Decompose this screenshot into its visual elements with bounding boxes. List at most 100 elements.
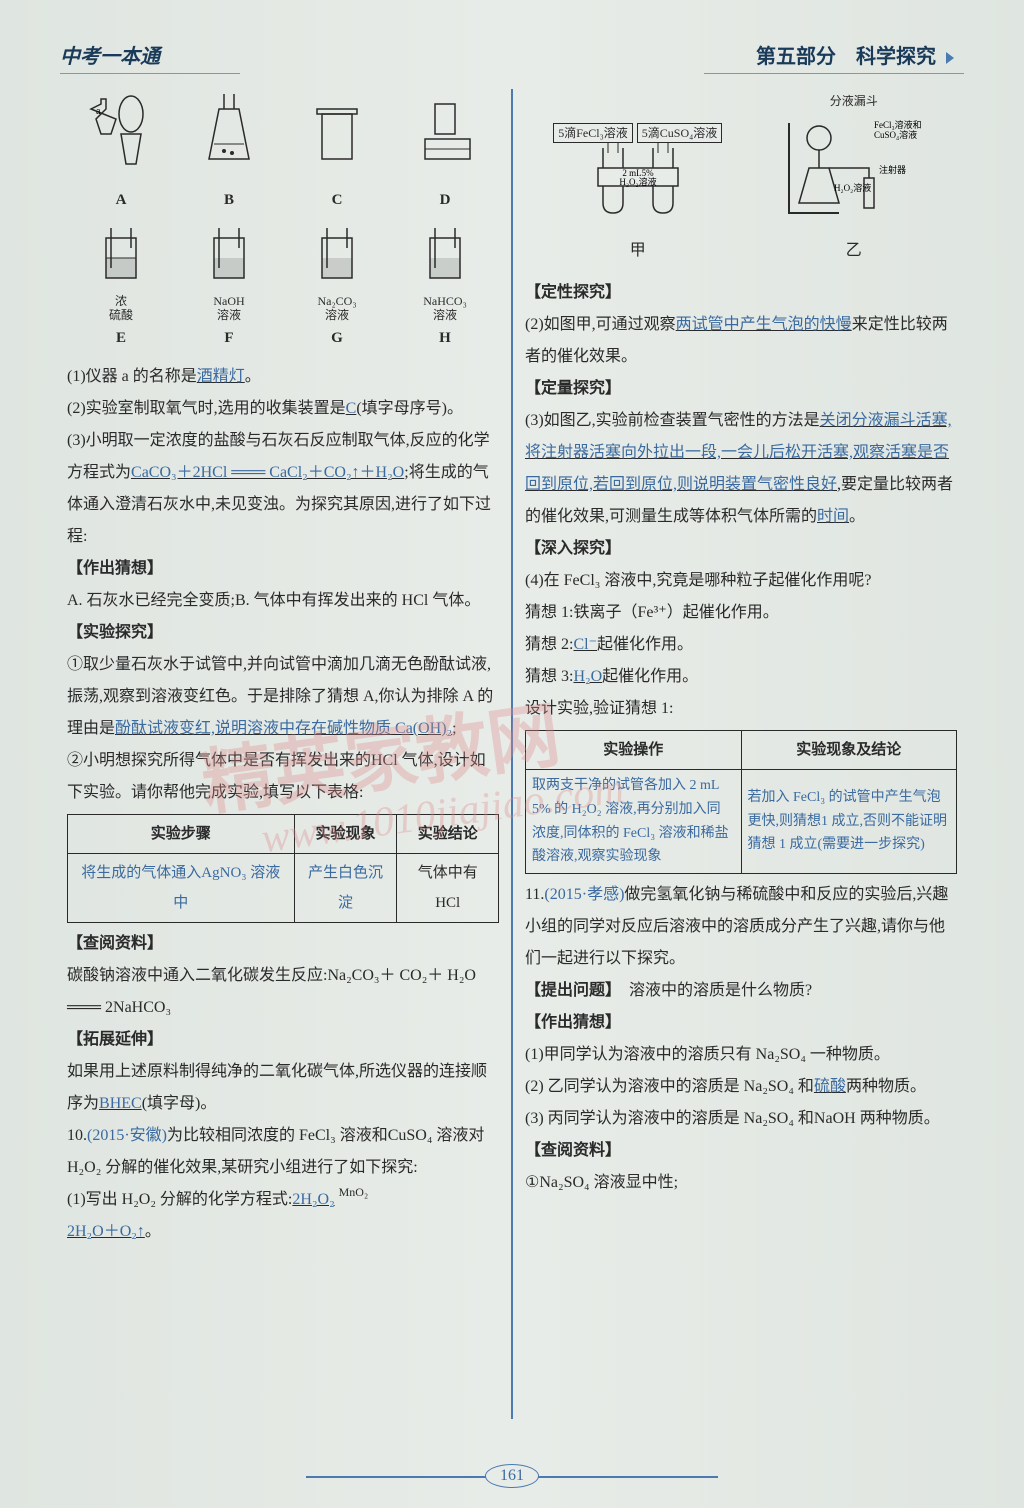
- q10-label: 10.: [67, 1127, 87, 1144]
- question-10-1: (1)写出 H₂O₂ 分解的化学方程式:2H₂O₂ MnO₂ 2H₂O＋O₂↑。: [67, 1184, 499, 1248]
- book-title: 中考一本通: [60, 40, 240, 74]
- rq3-answer2: 时间: [817, 508, 849, 525]
- exp2-text: ②小明想探究所得气体中是否有挥发出来的HCl 气体,设计如下实验。请你帮他完成实…: [67, 745, 499, 809]
- label-g: G: [302, 323, 372, 353]
- question-11: 11.(2015·孝感)做完氢氧化钠与稀硫酸中和反应的实验后,兴趣小组的同学对反…: [525, 879, 957, 975]
- yi-label: 乙: [779, 235, 929, 267]
- guess3-label: 猜想 3:: [525, 668, 573, 685]
- apparatus-b: B: [194, 89, 264, 215]
- q11-1: (1)甲同学认为溶液中的溶质只有 Na₂SO₄ 一种物质。: [525, 1039, 957, 1071]
- collect-bottle-icon: [302, 89, 372, 174]
- apparatus-yi-icon: FeCl₃溶液和 CuSO₄溶液 注射器 H₂O₂溶液: [779, 113, 929, 223]
- extend-header: 【拓展延伸】: [67, 1024, 499, 1056]
- propose-header: 【提出问题】: [525, 982, 613, 999]
- svg-text:FeCl₃溶液和: FeCl₃溶液和: [874, 119, 922, 130]
- apparatus-row-2: 浓硫酸 E NaOH溶液 F: [67, 223, 499, 353]
- page-number-value: 161: [485, 1464, 539, 1488]
- t2-c1: 取两支干净的试管各加入 2 mL 5% 的 H₂O₂ 溶液,再分别加入同浓度,同…: [526, 770, 742, 874]
- review-header: 【查阅资料】: [67, 928, 499, 960]
- exp1-answer: 酚酞试液变红,说明溶液中存在碱性物质 Ca(OH)₂: [115, 720, 452, 737]
- funnel-label: 分液漏斗: [779, 89, 929, 113]
- t2-h2: 实验现象及结论: [741, 731, 957, 770]
- question-10: 10.(2015·安徽)为比较相同浓度的 FeCl₃ 溶液和CuSO₄ 溶液对 …: [67, 1120, 499, 1184]
- t1-h1: 实验步骤: [68, 814, 295, 853]
- q10-1-end: 。: [145, 1223, 161, 1240]
- diagram-yi: 分液漏斗 FeCl₃溶液和 CuSO₄溶液: [779, 89, 929, 267]
- experiment-table-1: 实验步骤 实验现象 实验结论 将生成的气体通入AgNO₃ 溶液中 产生白色沉淀 …: [67, 814, 499, 923]
- page-container: 精英家教网 www.1010jiajiao.com 中考一本通 第五部分 科学探…: [0, 0, 1024, 1508]
- question-1: (1)仪器 a 的名称是酒精灯。: [67, 361, 499, 393]
- subtext-e: 浓硫酸: [86, 294, 156, 323]
- extend-line: 如果用上述原料制得纯净的二氧化碳气体,所选仪器的连接顺序为BHEC(填字母)。: [67, 1056, 499, 1120]
- design-text: 设计实验,验证猜想 1:: [525, 693, 957, 725]
- test-tubes-icon: 2 mL5% H₂O₂溶液: [568, 143, 708, 223]
- exp1-end: ;: [452, 720, 456, 737]
- hypothesis-header: 【作出猜想】: [67, 553, 499, 585]
- subtext-f: NaOH溶液: [194, 294, 264, 323]
- q11-2-end: 两种物质。: [846, 1078, 926, 1095]
- svg-text:CuSO₄溶液: CuSO₄溶液: [874, 129, 917, 140]
- q3-answer: CaCO₃＋2HCl ═══ CaCl₂＋CO₂↑＋H₂O: [131, 464, 404, 481]
- q2-answer: C: [346, 400, 357, 417]
- content-columns: a A B C: [55, 89, 969, 1419]
- label-f: F: [194, 323, 264, 353]
- quantitative-header: 【定量探究】: [525, 373, 957, 405]
- q10-1-mno2: MnO₂: [339, 1185, 369, 1199]
- svg-text:H₂O₂溶液: H₂O₂溶液: [619, 176, 656, 187]
- arrow-icon: [946, 52, 954, 64]
- question-3: (3)小明取一定浓度的盐酸与石灰石反应制取气体,反应的化学方程式为CaCO₃＋2…: [67, 425, 499, 553]
- rq2-label: (2)如图甲,可通过观察: [525, 316, 676, 333]
- extend-end: (填字母)。: [142, 1095, 217, 1112]
- guess2-label: 猜想 2:: [525, 636, 573, 653]
- rq4-label: (4)在 FeCl₃ 溶液中,究竟是哪种粒子起催化作用呢?: [525, 565, 957, 597]
- hypothesis2-header: 【作出猜想】: [525, 1007, 957, 1039]
- guess1: 猜想 1:铁离子（Fe³⁺）起催化作用。: [525, 597, 957, 629]
- guess2-line: 猜想 2:Cl⁻起催化作用。: [525, 629, 957, 661]
- experiment-table-2: 实验操作 实验现象及结论 取两支干净的试管各加入 2 mL 5% 的 H₂O₂ …: [525, 730, 957, 874]
- guess3-answer: H₂O: [573, 668, 602, 685]
- guess3-line: 猜想 3:H₂O起催化作用。: [525, 661, 957, 693]
- qualitative-header: 【定性探究】: [525, 277, 957, 309]
- t1-c1: 将生成的气体通入AgNO₃ 溶液中: [68, 853, 295, 922]
- apparatus-e: 浓硫酸 E: [86, 223, 156, 353]
- q2-end: (填字母序号)。: [356, 400, 463, 417]
- guess2-answer: Cl⁻: [573, 636, 597, 653]
- q11-2-line: (2) 乙同学认为溶液中的溶质是 Na₂SO₄ 和硫酸两种物质。: [525, 1071, 957, 1103]
- review2-text: ①Na₂SO₄ 溶液显中性;: [525, 1167, 957, 1199]
- apparatus-d: D: [410, 89, 480, 215]
- wash-bottle-icon: [86, 223, 156, 283]
- q10-1-label: (1)写出 H₂O₂ 分解的化学方程式:: [67, 1191, 292, 1208]
- apparatus-row-1: a A B C: [67, 89, 499, 215]
- flask-gas-icon: [194, 89, 264, 174]
- label-c: C: [302, 185, 372, 215]
- q10-source: (2015·安徽): [87, 1127, 167, 1144]
- label-b: B: [194, 185, 264, 215]
- t2-h1: 实验操作: [526, 731, 742, 770]
- diag-box2: 5滴CuSO₄溶液: [637, 123, 723, 143]
- propose-text: 溶液中的溶质是什么物质?: [629, 982, 812, 999]
- q11-2-answer: 硫酸: [814, 1078, 846, 1095]
- subtext-g: Na₂CO₃溶液: [302, 294, 372, 323]
- exp1: ①取少量石灰水于试管中,并向试管中滴加几滴无色酚酞试液,振荡,观察到溶液变红色。…: [67, 649, 499, 745]
- invert-bottle-icon: [410, 89, 480, 174]
- t1-h2: 实验现象: [294, 814, 397, 853]
- review-text: 碳酸钠溶液中通入二氧化碳发生反应:Na₂CO₃＋ CO₂＋ H₂O ═══ 2N…: [67, 960, 499, 1024]
- experiment-header: 【实验探究】: [67, 617, 499, 649]
- apparatus-g: Na₂CO₃溶液 G: [302, 223, 372, 353]
- deep-header: 【深入探究】: [525, 533, 957, 565]
- q11-source: (2015·孝感): [544, 886, 624, 903]
- apparatus-a: a A: [86, 89, 156, 215]
- label-h: H: [410, 323, 480, 353]
- q10-1-answer2: 2H₂O＋O₂↑: [67, 1223, 145, 1240]
- svg-text:注射器: 注射器: [879, 164, 906, 175]
- label-e: E: [86, 323, 156, 353]
- q1-end: 。: [245, 368, 261, 385]
- left-column: a A B C: [55, 89, 513, 1419]
- right-q3: (3)如图乙,实验前检查装置气密性的方法是关闭分液漏斗活塞,将注射器活塞向外拉出…: [525, 405, 957, 533]
- svg-text:H₂O₂溶液: H₂O₂溶液: [834, 182, 871, 193]
- wash-bottle-icon: [302, 223, 372, 283]
- t1-h3: 实验结论: [397, 814, 499, 853]
- right-q2: (2)如图甲,可通过观察两试管中产生气泡的快慢来定性比较两者的催化效果。: [525, 309, 957, 373]
- label-a: A: [86, 185, 156, 215]
- review2-header: 【查阅资料】: [525, 1135, 957, 1167]
